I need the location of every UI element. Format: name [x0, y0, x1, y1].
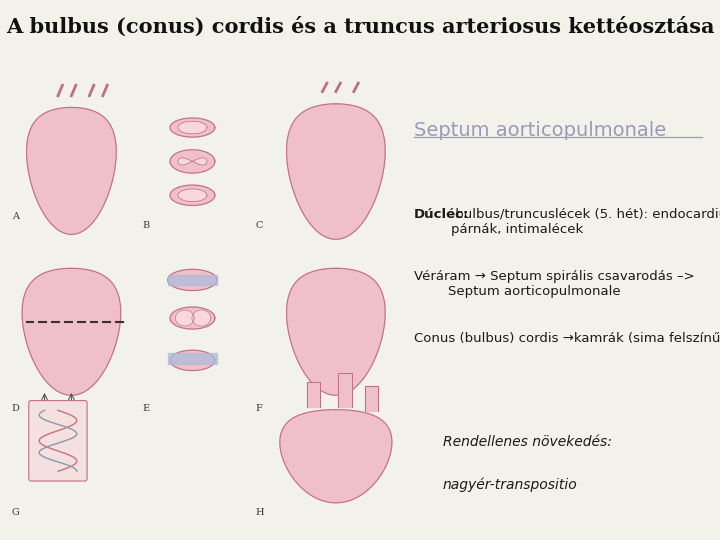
Text: A: A	[12, 212, 19, 221]
Text: H: H	[256, 508, 264, 517]
Polygon shape	[170, 150, 215, 173]
Polygon shape	[287, 104, 385, 239]
Polygon shape	[192, 310, 211, 326]
Text: B: B	[142, 221, 149, 231]
Polygon shape	[170, 350, 215, 370]
Text: Septum aorticopulmonale: Septum aorticopulmonale	[414, 122, 666, 140]
Polygon shape	[170, 185, 215, 205]
Text: A bulbus (conus) cordis és a truncus arteriosus kettéosztása: A bulbus (conus) cordis és a truncus art…	[6, 16, 714, 36]
FancyBboxPatch shape	[29, 401, 87, 481]
Polygon shape	[170, 118, 215, 137]
Polygon shape	[22, 268, 121, 395]
Text: G: G	[12, 508, 19, 517]
Polygon shape	[287, 268, 385, 395]
Text: bulbus/truncuslécek (5. hét): endocardium-
párnák, intimalécek: bulbus/truncuslécek (5. hét): endocardiu…	[451, 208, 720, 236]
Text: D: D	[12, 404, 19, 413]
Polygon shape	[178, 158, 207, 165]
Text: Dúcléc:: Dúcléc:	[414, 208, 469, 221]
Text: Conus (bulbus) cordis →kamrák (sima felszínű rész): Conus (bulbus) cordis →kamrák (sima fels…	[414, 332, 720, 345]
Polygon shape	[170, 307, 215, 329]
Text: F: F	[256, 404, 263, 413]
Text: C: C	[256, 221, 264, 231]
Polygon shape	[176, 310, 194, 326]
Polygon shape	[280, 410, 392, 503]
Polygon shape	[178, 121, 207, 134]
Polygon shape	[178, 189, 207, 201]
Polygon shape	[168, 269, 217, 291]
Text: nagyér-transpositio: nagyér-transpositio	[443, 478, 577, 492]
Text: Véráram → Septum spirális csavarodás –>
        Septum aorticopulmonale: Véráram → Septum spirális csavarodás –> …	[414, 270, 695, 298]
Text: E: E	[142, 404, 149, 413]
Polygon shape	[27, 107, 116, 234]
Text: Rendellenes növekedés:: Rendellenes növekedés:	[443, 435, 612, 449]
